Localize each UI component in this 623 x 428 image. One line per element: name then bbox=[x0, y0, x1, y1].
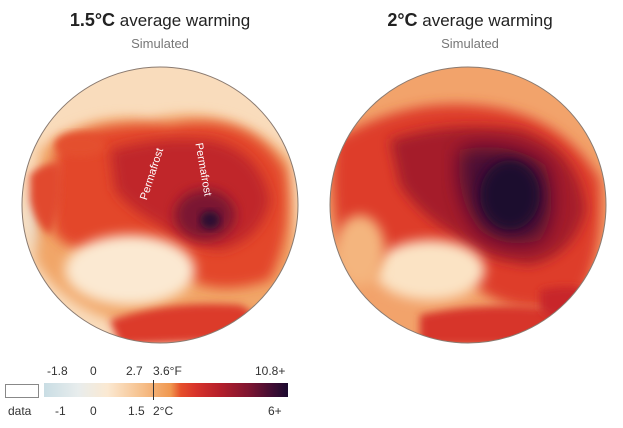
c-tick-2: 0 bbox=[90, 404, 97, 418]
left-globe-outline bbox=[21, 66, 299, 344]
left-panel-subtitle: Simulated bbox=[131, 36, 189, 51]
c-tick-5: 6+ bbox=[268, 404, 282, 418]
c-tick-4: 2°C bbox=[153, 404, 174, 418]
right-title-rest: average warming bbox=[417, 11, 553, 30]
colorbar-2c-marker bbox=[153, 380, 154, 400]
f-tick-2: 0 bbox=[90, 364, 97, 378]
right-globe bbox=[329, 66, 607, 344]
color-legend: data -1.8 0 2.7 3.6°F 10.8+ -1 0 1.5 2°C… bbox=[0, 358, 623, 428]
f-tick-1: -1.8 bbox=[47, 364, 68, 378]
colorbar bbox=[44, 383, 288, 397]
left-globe: Permafrost Permafrost bbox=[21, 66, 299, 344]
f-tick-5: 10.8+ bbox=[255, 364, 286, 378]
right-panel-title: 2°C average warming bbox=[355, 10, 585, 31]
left-panel-title: 1.5°C average warming bbox=[45, 10, 275, 31]
left-title-bold: 1.5°C bbox=[69, 10, 116, 30]
right-globe-outline bbox=[329, 66, 607, 344]
nodata-swatch bbox=[5, 384, 39, 398]
f-tick-4: 3.6°F bbox=[153, 364, 182, 378]
f-tick-3: 2.7 bbox=[126, 364, 143, 378]
c-tick-3: 1.5 bbox=[128, 404, 145, 418]
maps-svg: Permafrost Permafrost bbox=[21, 66, 607, 344]
left-title-rest: average warming bbox=[115, 11, 251, 30]
right-panel-subtitle: Simulated bbox=[441, 36, 499, 51]
c-tick-1: -1 bbox=[55, 404, 66, 418]
right-title-bold: 2°C bbox=[387, 10, 418, 30]
nodata-label: data bbox=[8, 404, 32, 418]
